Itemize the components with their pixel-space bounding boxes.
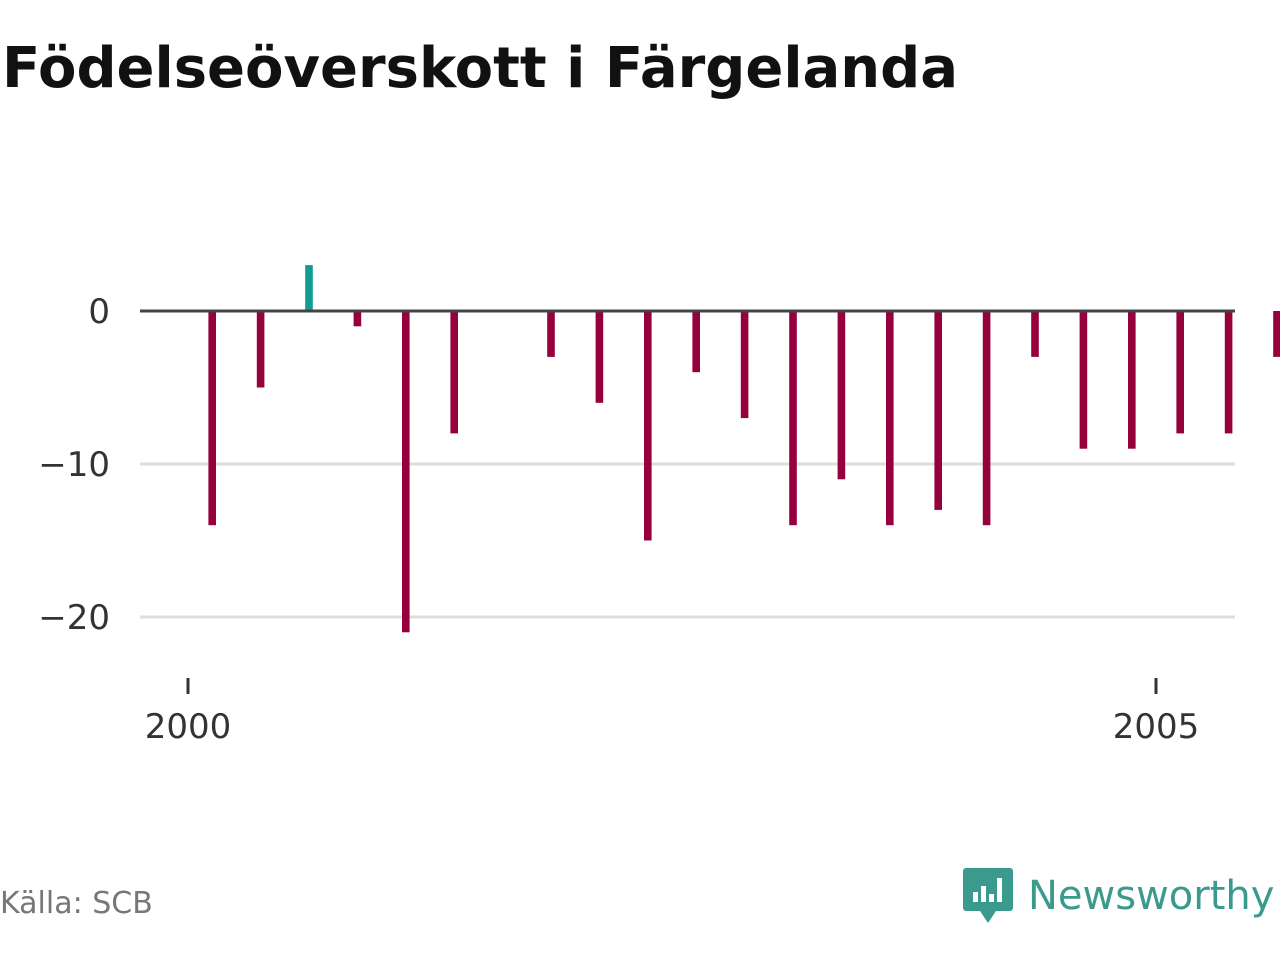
x-tick-label-0: 2000 <box>145 707 232 747</box>
bar-2 <box>305 265 313 311</box>
bar-16 <box>982 311 991 526</box>
bar-7 <box>547 311 555 357</box>
brand-name: Newsworthy <box>1028 873 1275 919</box>
source-note: Källa: SCB <box>0 886 153 921</box>
newsworthy-logo-icon <box>963 868 1013 923</box>
bar-19 <box>1128 311 1136 449</box>
bars-layer <box>208 265 1280 633</box>
y-tick-label-0: 0 <box>88 292 110 332</box>
x-tick-label-1: 2005 <box>1113 707 1200 747</box>
bar-12 <box>789 311 797 526</box>
bar-10 <box>692 311 700 373</box>
bar-17 <box>1031 311 1039 357</box>
bar-1 <box>256 311 265 388</box>
bar-11 <box>740 311 749 419</box>
bar-21 <box>1224 311 1233 434</box>
bar-chart: 0−10−20200020052010201520202025 <box>38 265 1280 747</box>
y-tick-label-1: −10 <box>38 445 110 485</box>
bar-18 <box>1079 311 1088 449</box>
bar-20 <box>1176 311 1184 434</box>
brand-logo[interactable]: Newsworthy <box>962 864 1274 928</box>
bar-13 <box>837 311 846 480</box>
grid-layer <box>140 462 1235 619</box>
bar-0 <box>208 311 216 526</box>
bar-15 <box>934 311 942 510</box>
bar-9 <box>644 311 652 541</box>
bar-4 <box>402 311 410 633</box>
axis-layer: 0−10−20200020052010201520202025 <box>38 292 1235 747</box>
chart-title: Födelseöverskott i Färgelanda <box>2 36 959 101</box>
bar-3 <box>353 311 362 327</box>
bar-22 <box>1273 311 1280 357</box>
bar-5 <box>450 311 458 434</box>
y-tick-label-2: −20 <box>38 598 110 638</box>
bar-14 <box>886 311 894 526</box>
bar-8 <box>595 311 604 403</box>
